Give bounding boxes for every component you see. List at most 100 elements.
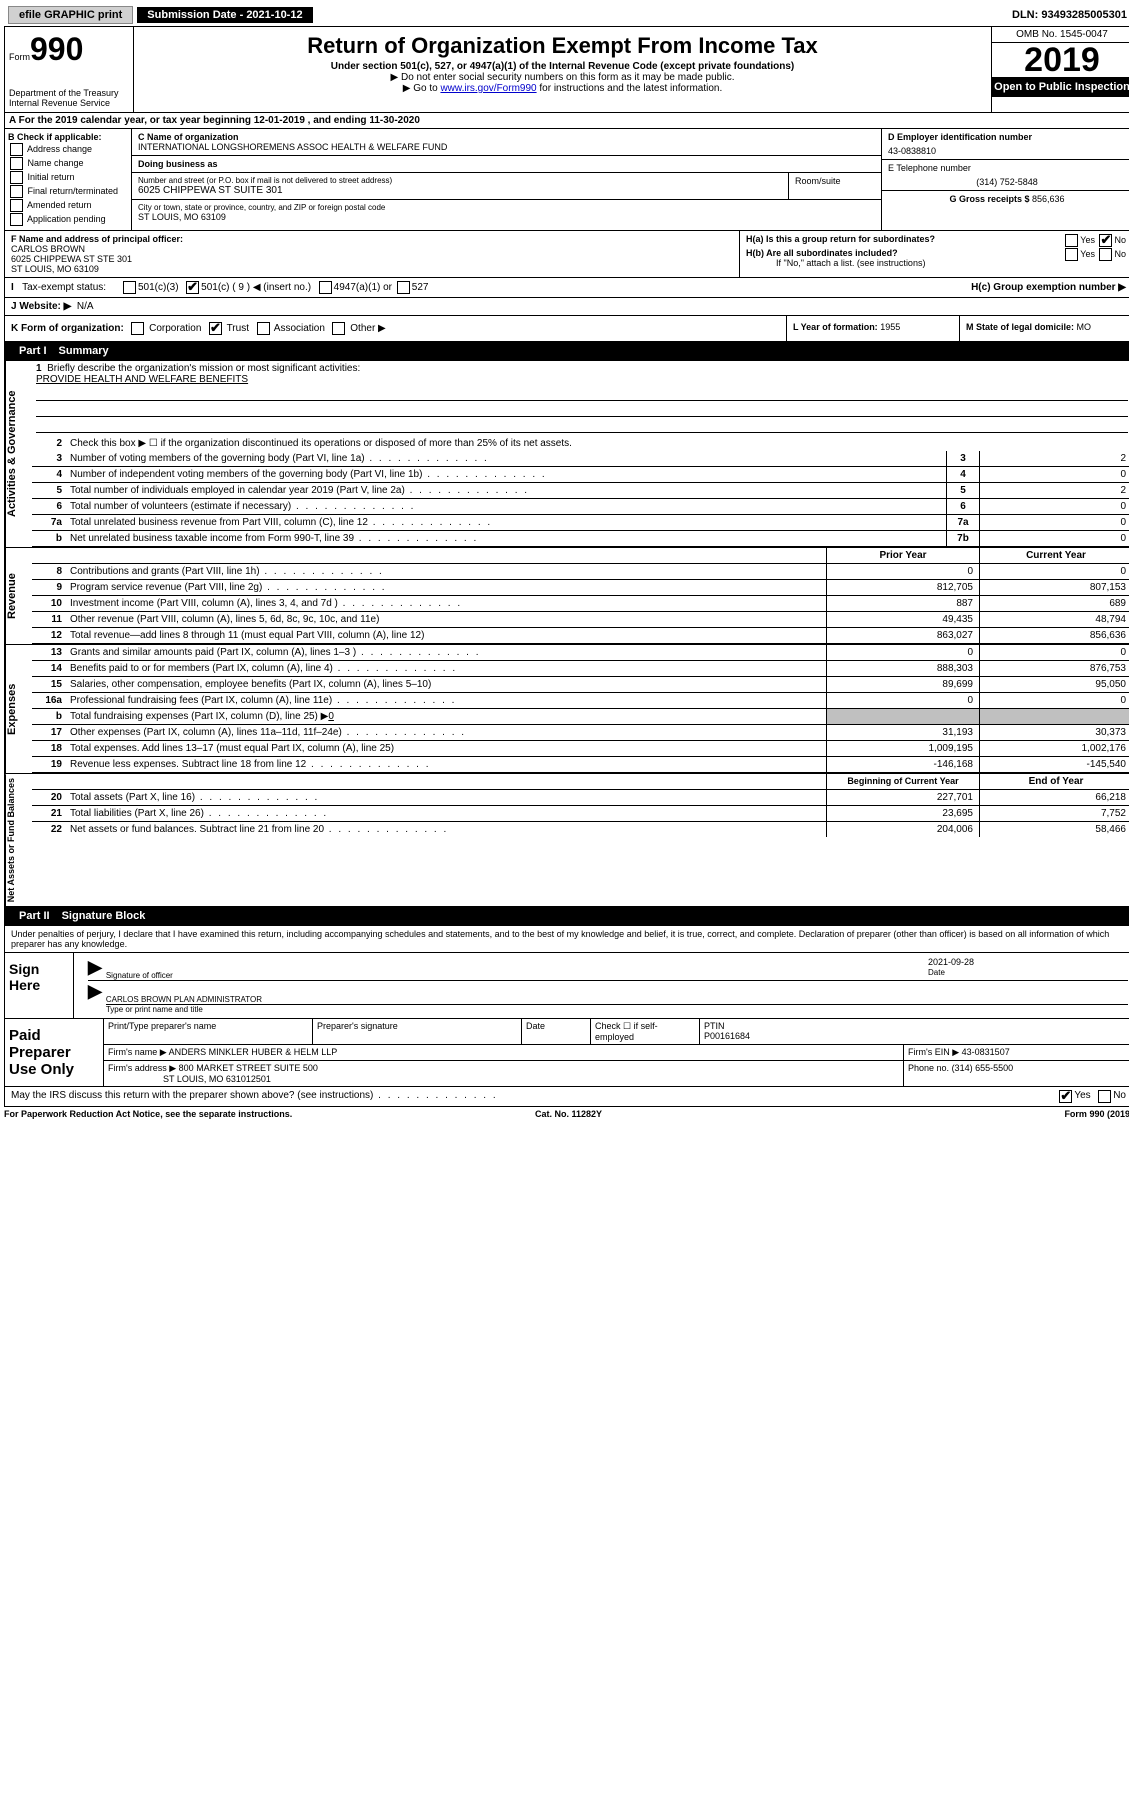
gross-value: 856,636 (1032, 194, 1065, 204)
chk-application-pending[interactable] (10, 213, 23, 226)
p16b-grey (826, 709, 979, 724)
lbl-trust: Trust (227, 323, 249, 334)
c17: 30,373 (979, 725, 1129, 740)
l16b: Total fundraising expenses (Part IX, col… (66, 709, 826, 724)
sig-name-label: Type or print name and title (106, 1005, 203, 1014)
l3: Number of voting members of the governin… (66, 451, 946, 466)
officer-addr2: ST LOUIS, MO 63109 (11, 264, 733, 274)
open-public: Open to Public Inspection (992, 77, 1129, 97)
prep-h1: Print/Type preparer's name (104, 1019, 313, 1044)
firm-addr1: 800 MARKET STREET SUITE 500 (179, 1063, 318, 1073)
chk-other[interactable] (332, 322, 345, 335)
col-d: D Employer identification number 43-0838… (881, 129, 1129, 230)
firm-name-label: Firm's name ▶ (108, 1047, 167, 1057)
p10: 887 (826, 596, 979, 611)
lbl-no-3: No (1113, 1090, 1126, 1103)
p13: 0 (826, 645, 979, 660)
prep-h2: Preparer's signature (313, 1019, 522, 1044)
lbl-assoc: Association (274, 323, 325, 334)
p14: 888,303 (826, 661, 979, 676)
firm-ein-label: Firm's EIN ▶ (908, 1047, 959, 1057)
sub3-post: for instructions and the latest informat… (537, 83, 723, 94)
chk-assoc[interactable] (257, 322, 270, 335)
lbl-501c: 501(c) ( 9 ) ◀ (insert no.) (201, 282, 311, 293)
l12: Total revenue—add lines 8 through 11 (mu… (66, 628, 826, 643)
footer-line: For Paperwork Reduction Act Notice, see … (4, 1107, 1129, 1121)
chk-501c3[interactable] (123, 281, 136, 294)
chk-ha-no[interactable] (1099, 234, 1112, 247)
dept-treasury: Department of the Treasury (9, 88, 129, 98)
part-1-num: Part I (13, 344, 53, 358)
subtitle-2: ▶ Do not enter social security numbers o… (138, 72, 987, 83)
pra-notice: For Paperwork Reduction Act Notice, see … (4, 1109, 380, 1119)
part-2-title: Signature Block (62, 910, 146, 922)
chk-address-change[interactable] (10, 143, 23, 156)
m-value: MO (1077, 322, 1092, 332)
chk-501c[interactable] (186, 281, 199, 294)
chk-corp[interactable] (131, 322, 144, 335)
p20: 227,701 (826, 790, 979, 805)
room-suite-label: Room/suite (789, 173, 881, 199)
part-1-title: Summary (59, 345, 109, 357)
l4: Number of independent voting members of … (66, 467, 946, 482)
c18: 1,002,176 (979, 741, 1129, 756)
chk-final-return[interactable] (10, 185, 23, 198)
phone: (314) 655-5500 (952, 1063, 1014, 1073)
col-f: F Name and address of principal officer:… (5, 231, 740, 277)
l10: Investment income (Part VIII, column (A)… (66, 596, 826, 611)
org-name: INTERNATIONAL LONGSHOREMENS ASSOC HEALTH… (138, 142, 875, 152)
l21: Total liabilities (Part X, line 26) (66, 806, 826, 821)
l11: Other revenue (Part VIII, column (A), li… (66, 612, 826, 627)
h-prior: Prior Year (826, 548, 979, 563)
chk-trust[interactable] (209, 322, 222, 335)
h-curr: Current Year (979, 548, 1129, 563)
tel-label: E Telephone number (888, 163, 1126, 173)
klm-row: K Form of organization: Corporation Trus… (4, 316, 1129, 342)
p22: 204,006 (826, 822, 979, 837)
chk-amended-return[interactable] (10, 199, 23, 212)
block-bcd: B Check if applicable: Address change Na… (4, 129, 1129, 231)
col-b: B Check if applicable: Address change Na… (5, 129, 132, 230)
col-c: C Name of organization INTERNATIONAL LON… (132, 129, 881, 230)
subtitle-3: ▶ Go to www.irs.gov/Form990 for instruct… (138, 83, 987, 94)
chk-discuss-no[interactable] (1098, 1090, 1111, 1103)
org-name-label: C Name of organization (138, 132, 875, 142)
chk-name-change[interactable] (10, 157, 23, 170)
form990-link[interactable]: www.irs.gov/Form990 (440, 83, 536, 94)
submission-date: Submission Date - 2021-10-12 (137, 7, 312, 23)
chk-hb-no[interactable] (1099, 248, 1112, 261)
l15: Salaries, other compensation, employee b… (66, 677, 826, 692)
form-number: 990 (30, 31, 83, 67)
lbl-yes-3: Yes (1074, 1090, 1090, 1103)
col-h: H(a) Is this a group return for subordin… (740, 231, 1129, 277)
preparer-title: Paid Preparer Use Only (5, 1019, 103, 1086)
col-b-title: B Check if applicable: (8, 132, 128, 142)
website-label: J Website: ▶ (11, 301, 71, 312)
p9: 812,705 (826, 580, 979, 595)
sig-date-value: 2021-09-28 (928, 957, 974, 967)
l8: Contributions and grants (Part VIII, lin… (66, 564, 826, 579)
footer-question: May the IRS discuss this return with the… (4, 1087, 1129, 1107)
c16b-grey (979, 709, 1129, 724)
k-label: K Form of organization: (11, 323, 124, 334)
efile-button[interactable]: efile GRAPHIC print (8, 6, 133, 24)
c15: 95,050 (979, 677, 1129, 692)
chk-discuss-yes[interactable] (1059, 1090, 1072, 1103)
c13: 0 (979, 645, 1129, 660)
chk-hb-yes[interactable] (1065, 248, 1078, 261)
lbl-4947: 4947(a)(1) or (334, 282, 392, 293)
row-i-label: I Tax-exempt status: (11, 282, 121, 293)
p21: 23,695 (826, 806, 979, 821)
v3: 2 (979, 451, 1129, 466)
part-2-header: Part II Signature Block (4, 907, 1129, 926)
p8: 0 (826, 564, 979, 579)
chk-initial-return[interactable] (10, 171, 23, 184)
v4: 0 (979, 467, 1129, 482)
chk-ha-yes[interactable] (1065, 234, 1078, 247)
l5: Total number of individuals employed in … (66, 483, 946, 498)
hc-label: H(c) Group exemption number ▶ (971, 282, 1126, 293)
chk-4947[interactable] (319, 281, 332, 294)
chk-527[interactable] (397, 281, 410, 294)
p12: 863,027 (826, 628, 979, 643)
form-header: Form990 Department of the Treasury Inter… (4, 27, 1129, 113)
